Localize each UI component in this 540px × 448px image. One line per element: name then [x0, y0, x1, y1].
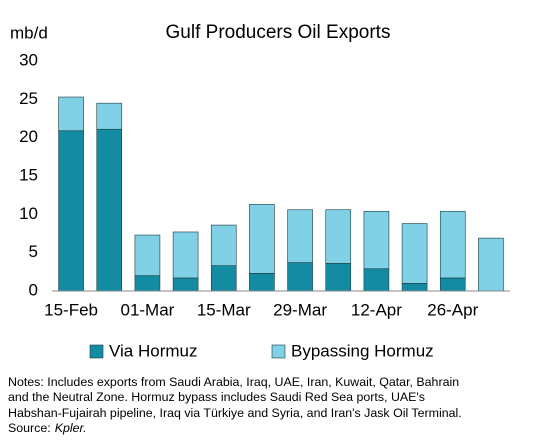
- bar-segment: [96, 102, 123, 130]
- x-tick-label: 15-Feb: [44, 300, 98, 319]
- source: Source: Kpler.: [8, 421, 538, 436]
- bar-segment: [134, 275, 161, 292]
- bar-segment: [210, 265, 237, 292]
- chart-title: Gulf Producers Oil Exports: [166, 22, 391, 43]
- note-line: and the Neutral Zone. Hormuz bypass incl…: [8, 390, 425, 405]
- bar-segment: [249, 273, 275, 292]
- bar-segment: [401, 283, 428, 292]
- bar-segment: [363, 210, 390, 270]
- y-tick-label: 30: [19, 50, 38, 69]
- bar-segment: [325, 263, 352, 292]
- legend-swatch: [271, 344, 286, 359]
- bar-segment: [478, 237, 504, 292]
- bar-segment: [134, 234, 161, 276]
- bar-segment: [287, 262, 313, 292]
- x-tick-label: 12-Apr: [351, 300, 402, 319]
- bar-segment: [172, 231, 199, 279]
- bar-segment: [172, 277, 199, 292]
- y-tick-label: 5: [29, 242, 38, 261]
- bar-segment: [363, 268, 390, 292]
- legend-label: Bypassing Hormuz: [291, 341, 434, 360]
- y-axis-label: mb/d: [10, 23, 48, 42]
- x-tick-label: 29-Mar: [273, 300, 327, 319]
- y-tick-label: 10: [19, 204, 38, 223]
- y-tick-label: 25: [19, 89, 38, 108]
- chart: Gulf Producers Oil Exports mb/d 0 5 10 15 20…: [10, 22, 510, 360]
- source-name: Kpler.: [54, 421, 87, 436]
- bar-segment: [439, 210, 466, 279]
- x-tick-label: 15-Mar: [197, 300, 251, 319]
- bar-segment: [249, 204, 275, 274]
- notes: Notes: Includes exports from Saudi Arabi…: [8, 375, 538, 437]
- bar-segment: [287, 209, 313, 263]
- note-line: Notes: Includes exports from Saudi Arabi…: [8, 375, 460, 389]
- legend-label: Via Hormuz: [109, 341, 198, 360]
- bar-segment: [58, 96, 84, 132]
- bar-segment: [210, 224, 237, 267]
- bar-segment: [325, 209, 352, 264]
- legend-swatch: [89, 344, 104, 359]
- bar-segment: [439, 277, 466, 292]
- source-label: Source:: [8, 421, 51, 436]
- note-line: Habshan-Fujairah pipeline, Iraq via Türk…: [8, 405, 462, 420]
- x-tick-label: 26-Apr: [427, 300, 478, 319]
- y-tick-label: 20: [19, 127, 38, 146]
- bar-segment: [58, 130, 84, 292]
- x-tick-label: 01-Mar: [120, 300, 174, 319]
- bar-segment: [96, 128, 123, 292]
- y-tick-label: 0: [29, 280, 38, 299]
- y-tick-label: 15: [19, 165, 38, 184]
- bar-segment: [401, 223, 428, 284]
